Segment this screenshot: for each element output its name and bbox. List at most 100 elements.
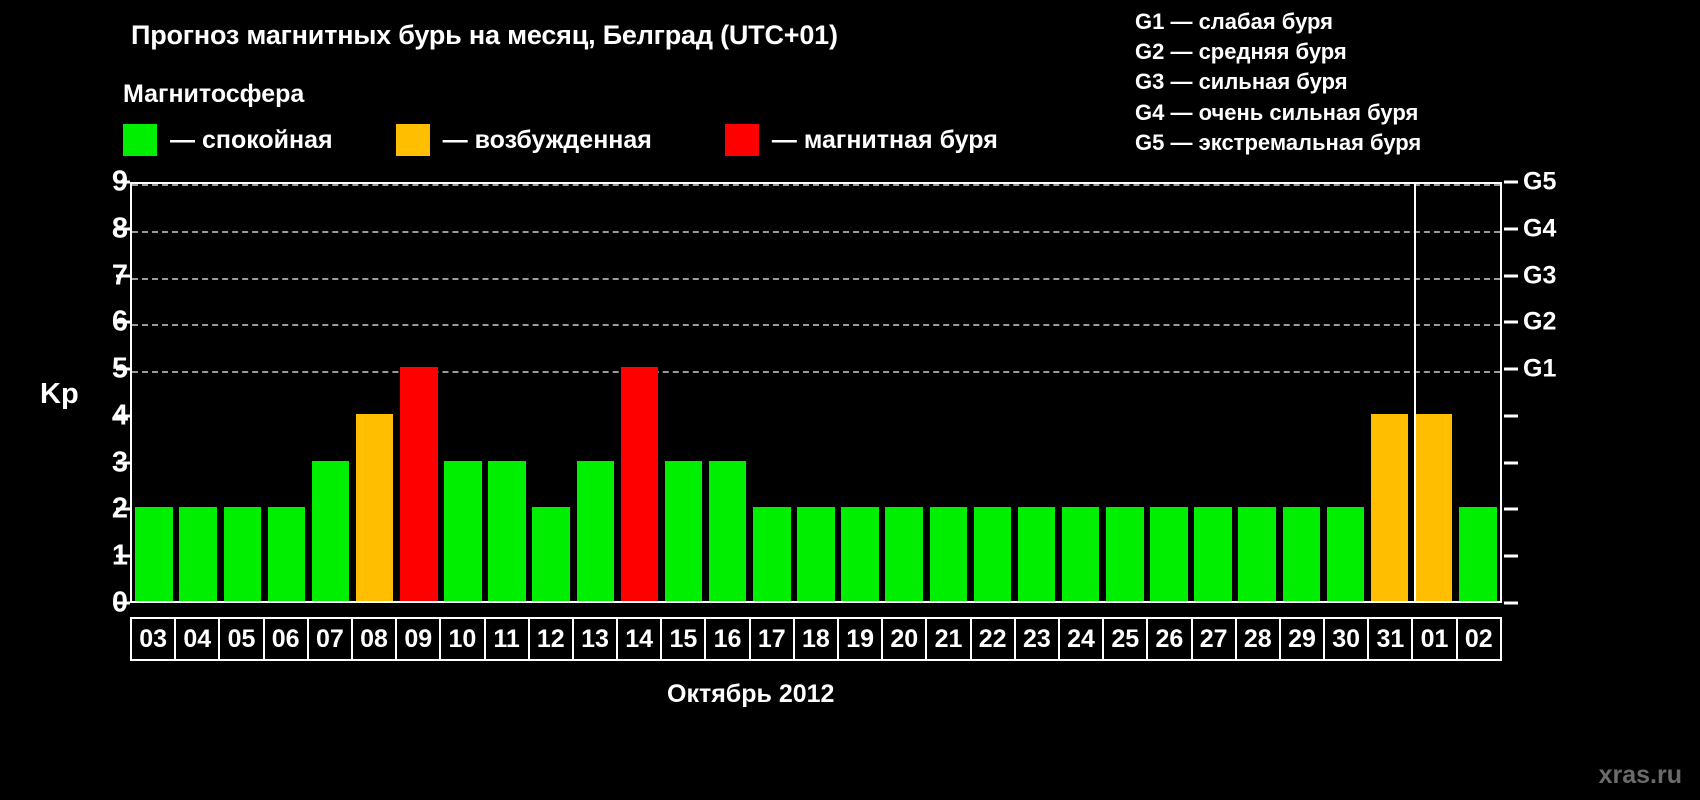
bar-16 bbox=[708, 460, 747, 601]
bar-cell bbox=[750, 184, 794, 601]
day-label-23: 23 bbox=[1016, 619, 1060, 659]
bar-cell bbox=[706, 184, 750, 601]
g-tick-mark bbox=[1504, 227, 1518, 231]
bar-01 bbox=[1414, 413, 1453, 601]
g-tick-mark bbox=[1504, 367, 1518, 371]
g-tick-label-g1: G1 bbox=[1523, 354, 1557, 383]
day-label-27: 27 bbox=[1193, 619, 1237, 659]
bar-08 bbox=[355, 413, 394, 601]
bar-05 bbox=[223, 507, 262, 601]
bar-31 bbox=[1370, 413, 1409, 601]
bar-28 bbox=[1238, 507, 1276, 601]
day-label-21: 21 bbox=[927, 619, 972, 659]
watermark: xras.ru bbox=[1598, 761, 1682, 789]
bar-cell bbox=[1103, 184, 1147, 601]
g-tick-mark-minor bbox=[1504, 461, 1518, 465]
bar-22 bbox=[973, 507, 1012, 601]
g-tick-label-g4: G4 bbox=[1523, 214, 1557, 243]
bar-04 bbox=[179, 507, 217, 601]
bar-14 bbox=[620, 367, 659, 601]
g-scale-row-g2: G2 — средняя буря bbox=[1135, 39, 1347, 65]
bar-20 bbox=[885, 507, 923, 601]
y-tick-mark bbox=[116, 274, 130, 278]
bar-02 bbox=[1459, 507, 1497, 601]
g-tick-mark bbox=[1504, 180, 1518, 184]
legend-label-storm: — магнитная буря bbox=[771, 125, 998, 154]
day-label-11: 11 bbox=[486, 619, 530, 659]
day-label-14: 14 bbox=[618, 619, 663, 659]
day-label-06: 06 bbox=[265, 619, 309, 659]
gridline bbox=[132, 277, 1500, 280]
bar-cell bbox=[353, 184, 397, 601]
gridline bbox=[132, 184, 1500, 186]
bar-11 bbox=[488, 460, 526, 601]
g-scale-row-g4: G4 — очень сильная буря bbox=[1135, 99, 1419, 125]
day-label-25: 25 bbox=[1104, 619, 1149, 659]
bar-cell bbox=[882, 184, 926, 601]
y-tick-mark bbox=[116, 507, 130, 511]
day-label-15: 15 bbox=[662, 619, 707, 659]
bar-cell bbox=[970, 184, 1014, 601]
day-label-09: 09 bbox=[397, 619, 442, 659]
day-label-26: 26 bbox=[1148, 619, 1193, 659]
bar-cell bbox=[926, 184, 970, 601]
bar-cell bbox=[220, 184, 264, 601]
g-tick-mark-minor bbox=[1504, 601, 1518, 605]
day-label-30: 30 bbox=[1325, 619, 1370, 659]
bar-cell bbox=[1059, 184, 1103, 601]
bar-24 bbox=[1061, 507, 1100, 601]
day-label-18: 18 bbox=[795, 619, 839, 659]
bar-cell bbox=[1191, 184, 1235, 601]
bar-21 bbox=[929, 507, 968, 601]
bar-cell bbox=[1456, 184, 1500, 601]
bar-cell bbox=[1323, 184, 1367, 601]
legend-item-calm: — спокойная bbox=[123, 124, 333, 156]
bar-25 bbox=[1106, 507, 1144, 601]
g-scale-legend: G1 — слабая буря G2 — средняя буря G3 — … bbox=[1135, 7, 1421, 158]
bar-cell bbox=[397, 184, 441, 601]
legend-label-calm: — спокойная bbox=[170, 125, 333, 154]
gridline bbox=[132, 324, 1500, 327]
day-label-24: 24 bbox=[1060, 619, 1105, 659]
bar-26 bbox=[1150, 507, 1188, 601]
day-label-08: 08 bbox=[353, 619, 398, 659]
bar-07 bbox=[311, 460, 350, 601]
y-tick-mark bbox=[116, 320, 130, 324]
day-label-01: 01 bbox=[1413, 619, 1458, 659]
bar-30 bbox=[1326, 507, 1365, 601]
bar-17 bbox=[753, 507, 791, 601]
bar-12 bbox=[532, 507, 570, 601]
legend-swatch-storm bbox=[724, 124, 759, 156]
magnetosphere-legend: — спокойная — возбужденная — магнитная б… bbox=[123, 124, 998, 156]
day-label-28: 28 bbox=[1237, 619, 1281, 659]
chart-bars bbox=[132, 184, 1500, 601]
bar-cell bbox=[662, 184, 706, 601]
y-tick-mark bbox=[116, 414, 130, 418]
bar-cell bbox=[1147, 184, 1191, 601]
day-label-31: 31 bbox=[1369, 619, 1414, 659]
legend-swatch-calm bbox=[123, 124, 157, 156]
day-label-03: 03 bbox=[132, 619, 177, 659]
month-divider-line bbox=[1414, 184, 1417, 601]
bar-cell bbox=[441, 184, 485, 601]
day-label-10: 10 bbox=[441, 619, 486, 659]
day-label-29: 29 bbox=[1281, 619, 1326, 659]
bar-cell bbox=[176, 184, 220, 601]
day-label-12: 12 bbox=[530, 619, 574, 659]
bar-10 bbox=[444, 460, 482, 601]
bar-cell bbox=[1412, 184, 1456, 601]
bar-cell bbox=[838, 184, 882, 601]
y-tick-mark bbox=[116, 227, 130, 231]
y-tick-mark bbox=[116, 554, 130, 558]
g-tick-mark bbox=[1504, 274, 1518, 278]
day-label-16: 16 bbox=[706, 619, 751, 659]
bar-23 bbox=[1017, 507, 1056, 601]
day-label-13: 13 bbox=[574, 619, 619, 659]
bar-18 bbox=[797, 507, 835, 601]
day-label-19: 19 bbox=[839, 619, 884, 659]
bar-cell bbox=[132, 184, 176, 601]
day-label-22: 22 bbox=[972, 619, 1016, 659]
bar-09 bbox=[400, 367, 438, 601]
bar-cell bbox=[485, 184, 529, 601]
g-tick-label-g5: G5 bbox=[1523, 167, 1557, 196]
